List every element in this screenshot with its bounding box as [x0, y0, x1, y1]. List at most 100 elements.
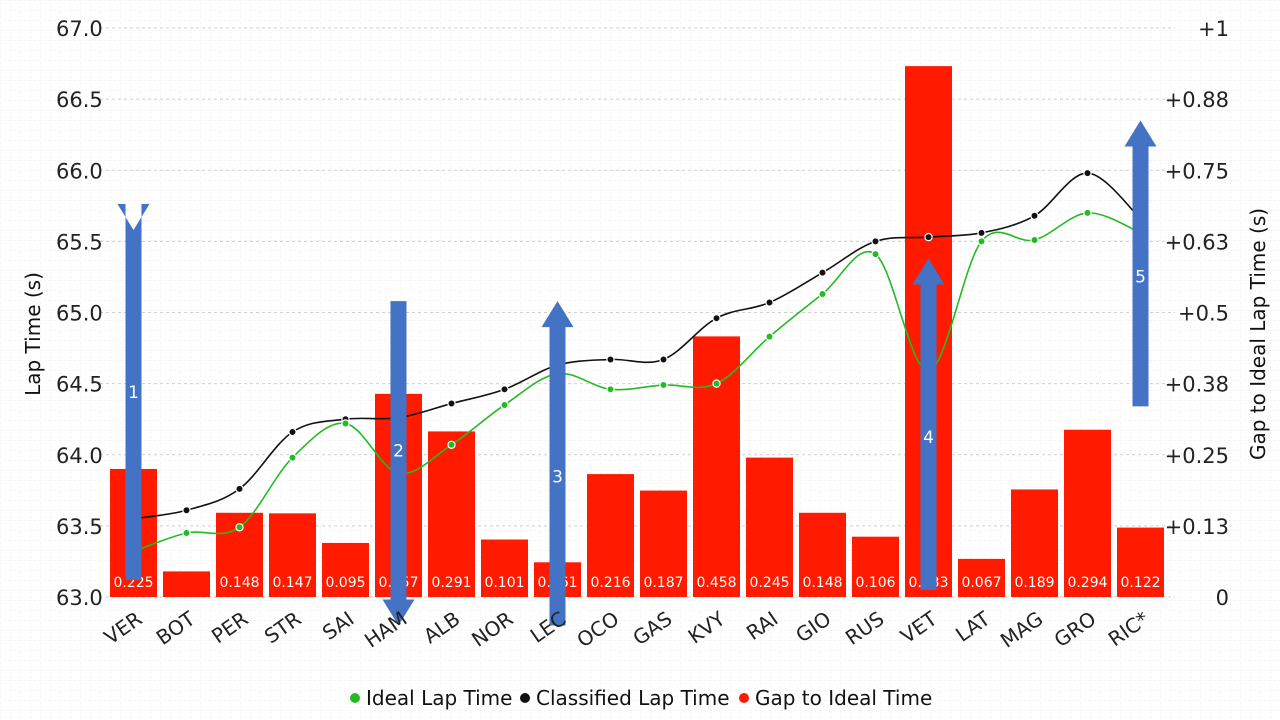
y-right-tick-label: +0.13 — [1165, 515, 1229, 539]
classified-lap-time-point — [606, 355, 615, 364]
ideal-lap-time-point — [977, 237, 986, 246]
annotation-arrow-1 — [117, 203, 150, 580]
annotation-arrow-3 — [541, 301, 574, 626]
legend-marker-gap — [739, 693, 749, 703]
bar-bot — [163, 571, 210, 597]
legend-label-classified: Classified Lap Time — [536, 686, 730, 710]
bar-alb — [428, 431, 475, 597]
bar-value-label: 0.148 — [219, 575, 259, 591]
y-left-tick-label: 67.0 — [56, 17, 103, 41]
y-axis-left-title: Lap Time (s) — [21, 272, 45, 396]
y-right-tick-label: +0.63 — [1165, 230, 1229, 254]
y-axis-right-title: Gap to Ideal Lap Time (s) — [1246, 208, 1270, 460]
annotation-label-3: 3 — [552, 467, 563, 487]
classified-lap-time-point — [1083, 168, 1092, 178]
classified-lap-time-point — [924, 232, 933, 242]
left-axis-ticks: 63.0 63.5 64.0 64.5 65.0 65.5 66.0 66.5 67.0 — [56, 17, 103, 610]
annotation-label-2: 2 — [393, 441, 404, 461]
bar-rai — [746, 457, 793, 597]
bar-oco — [587, 474, 634, 597]
classified-lap-time-point — [712, 313, 721, 323]
series-points — [129, 168, 1145, 556]
classified-lap-time-point — [235, 484, 244, 494]
legend: Ideal Lap Time Classified Lap Time Gap t… — [350, 686, 932, 710]
ideal-lap-time-point — [500, 400, 509, 410]
bar-lat — [958, 558, 1005, 597]
bar-gio — [799, 512, 846, 597]
bar-labels: 0.2250.1480.1470.0950.3570.2910.1010.061… — [113, 575, 1160, 591]
y-right-tick-label: 0 — [1216, 586, 1229, 610]
bar-str — [269, 513, 316, 597]
bar-gro — [1064, 429, 1111, 597]
bar-rus — [852, 536, 899, 597]
classified-lap-time-point — [500, 385, 509, 394]
ideal-lap-time-point — [235, 523, 244, 532]
y-left-tick-label: 63.5 — [56, 515, 103, 539]
legend-marker-ideal — [350, 693, 360, 703]
classified-lap-time-point — [977, 228, 986, 238]
annotations: 1 2 3 4 5 — [117, 120, 1157, 626]
bar-ric — [1117, 527, 1164, 597]
y-right-tick-label: +0.38 — [1165, 373, 1229, 397]
annotation-label-1: 1 — [128, 383, 139, 403]
bar-value-label: 0.106 — [855, 575, 895, 591]
y-right-tick-label: +1 — [1198, 17, 1229, 41]
ideal-lap-time-point — [182, 528, 191, 538]
classified-lap-time-point — [447, 399, 456, 408]
y-left-tick-label: 64.0 — [56, 444, 103, 468]
ideal-lap-time-point — [765, 332, 774, 341]
bar-value-label: 0.187 — [643, 575, 683, 591]
legend-label-gap: Gap to Ideal Time — [755, 686, 932, 710]
ideal-lap-time-point — [818, 289, 827, 299]
y-right-tick-label: +0.88 — [1165, 88, 1229, 112]
classified-lap-time-point — [1030, 211, 1039, 220]
classified-lap-time-point — [288, 427, 297, 437]
bar-value-label: 0.291 — [431, 575, 471, 591]
y-left-tick-label: 66.5 — [56, 88, 103, 112]
right-axis-ticks: 0 +0.13 +0.25 +0.38 +0.5 +0.63 +0.75 +0.88 +1 — [1165, 17, 1229, 610]
y-left-tick-label: 63.0 — [56, 586, 103, 610]
bar-mag — [1011, 489, 1058, 597]
classified-lap-time-point — [765, 298, 774, 307]
bar-value-label: 0.101 — [484, 575, 524, 591]
ideal-lap-time-point — [1030, 235, 1039, 245]
classified-lap-time-point — [871, 237, 880, 246]
y-right-tick-label: +0.25 — [1165, 444, 1229, 468]
legend-marker-classified — [520, 693, 530, 703]
bar-value-label: 0.225 — [113, 575, 153, 591]
bar-nor — [481, 539, 528, 597]
ideal-lap-time-point — [606, 385, 615, 394]
bar-value-label: 0.245 — [749, 575, 789, 591]
classified-lap-time-point — [659, 355, 668, 364]
bar-kvy — [693, 336, 740, 597]
annotation-arrow-5 — [1124, 120, 1157, 407]
y-right-tick-label: +0.5 — [1178, 302, 1229, 326]
annotation-arrow-4 — [912, 258, 945, 590]
classified-lap-time-point — [818, 268, 827, 277]
ideal-lap-time-point — [341, 419, 350, 428]
y-left-tick-label: 65.0 — [56, 302, 103, 326]
y-left-tick-label: 66.0 — [56, 159, 103, 183]
ideal-lap-time-point — [1083, 208, 1092, 218]
y-left-tick-label: 64.5 — [56, 373, 103, 397]
y-left-tick-label: 65.5 — [56, 230, 103, 254]
bar-sai — [322, 542, 369, 597]
annotation-label-4: 4 — [923, 428, 934, 448]
ideal-lap-time-point — [659, 380, 668, 390]
bar-value-label: 0.458 — [696, 575, 736, 591]
bar-gas — [640, 490, 687, 597]
bar-value-label: 0.147 — [272, 575, 312, 591]
bar-value-label: 0.067 — [961, 575, 1001, 591]
ideal-lap-time-point — [712, 379, 721, 388]
y-right-tick-label: +0.75 — [1165, 159, 1229, 183]
legend-label-ideal: Ideal Lap Time — [366, 686, 512, 710]
ideal-lap-time-point — [288, 453, 297, 462]
bar-value-label: 0.189 — [1014, 575, 1054, 591]
bar-value-label: 0.122 — [1120, 575, 1160, 591]
annotation-label-5: 5 — [1135, 267, 1146, 287]
ideal-lap-time-point — [871, 249, 880, 259]
bar-value-label: 0.148 — [802, 575, 842, 591]
ideal-lap-time-point — [447, 440, 456, 449]
